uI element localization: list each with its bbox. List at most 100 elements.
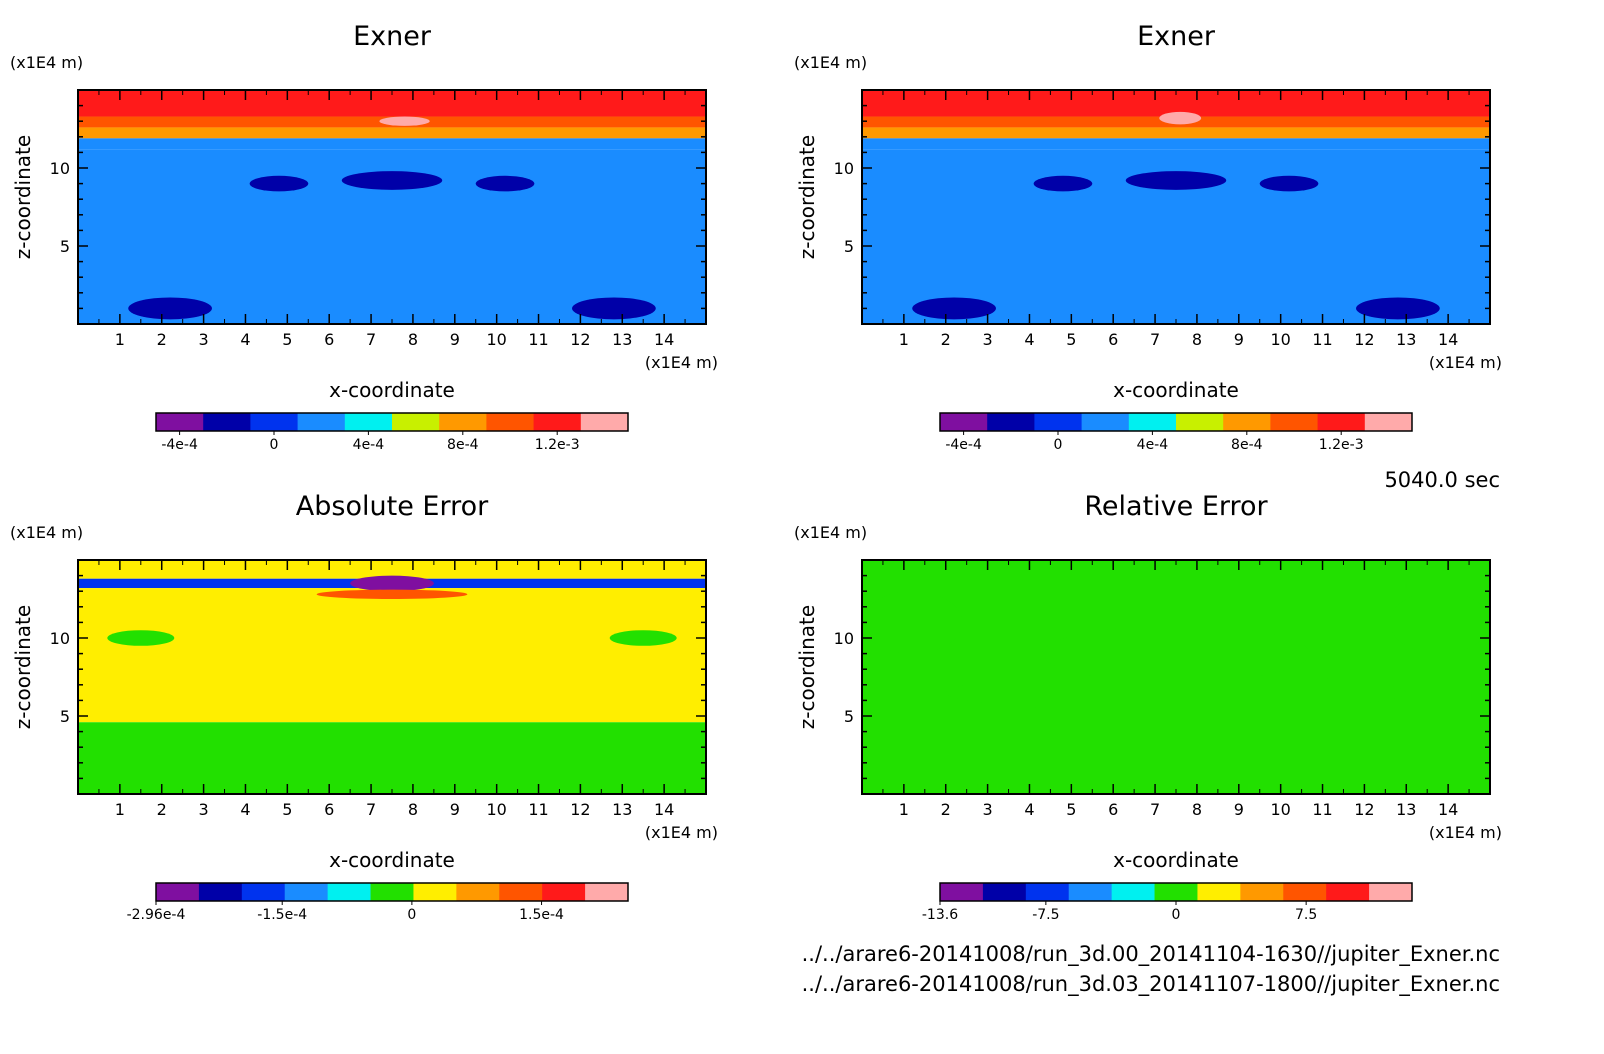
colorbar-swatch <box>1176 413 1224 431</box>
colorbar-tick-label: 4e-4 <box>353 437 385 453</box>
x-tick-label: 1 <box>115 330 125 349</box>
field-blob <box>862 561 1490 584</box>
x-tick-label: 11 <box>1312 330 1332 349</box>
colorbar-swatch <box>1240 883 1284 901</box>
colorbar-swatch <box>1128 413 1177 431</box>
field <box>78 90 706 324</box>
colorbar-swatch <box>940 883 984 901</box>
colorbar-tick-label: 0 <box>270 437 279 453</box>
x-tick-label: 3 <box>983 800 993 819</box>
x-tick-label: 13 <box>1396 800 1416 819</box>
colorbar-swatch <box>370 883 414 901</box>
x-tick-label: 14 <box>1438 800 1458 819</box>
field-blob <box>572 297 656 320</box>
y-tick-label: 10 <box>834 629 854 648</box>
x-tick-label: 1 <box>899 330 909 349</box>
colorbar-swatch <box>1034 413 1083 431</box>
colorbar-swatch <box>1197 883 1241 901</box>
panel-title: Absolute Error <box>296 491 489 522</box>
colorbar-swatch <box>203 413 251 431</box>
field-band <box>862 127 1490 139</box>
colorbar-swatch <box>1283 883 1327 901</box>
field-blob <box>1389 591 1490 654</box>
colorbar-swatch <box>1223 413 1271 431</box>
x-tick-label: 5 <box>282 330 292 349</box>
x-tick-label: 13 <box>612 330 632 349</box>
x-tick-label: 8 <box>1192 330 1202 349</box>
x-tick-label: 3 <box>199 800 209 819</box>
x-tick-label: 5 <box>1066 800 1076 819</box>
y-tick-label: 5 <box>844 707 854 726</box>
colorbar-tick-label: -4e-4 <box>945 437 982 453</box>
colorbar-swatch <box>1154 883 1198 901</box>
y-axis-label: z-coordinate <box>795 135 819 259</box>
x-tick-label: 11 <box>1312 800 1332 819</box>
x-tick-label: 1 <box>115 800 125 819</box>
x-tick-label: 7 <box>1150 330 1160 349</box>
x-tick-label: 8 <box>408 330 418 349</box>
x-tick-label: 7 <box>1150 800 1160 819</box>
colorbar-tick-label: 8e-4 <box>447 437 479 453</box>
x-tick-label: 13 <box>1396 330 1416 349</box>
colorbar-tick-label: -7.5 <box>1032 907 1059 923</box>
x-tick-label: 9 <box>1234 800 1244 819</box>
field-blob <box>107 630 175 646</box>
x-unit-label: (x1E4 m) <box>1429 823 1502 842</box>
x-tick-label: 4 <box>240 330 250 349</box>
field-band <box>78 138 706 150</box>
y-tick-label: 10 <box>834 159 854 178</box>
x-tick-label: 6 <box>1108 800 1118 819</box>
colorbar-swatch <box>1081 413 1130 431</box>
x-tick-label: 2 <box>941 330 951 349</box>
colorbar-swatch <box>1326 883 1370 901</box>
y-unit-label: (x1E4 m) <box>794 53 867 72</box>
field <box>78 560 706 794</box>
x-tick-label: 2 <box>157 800 167 819</box>
x-tick-label: 9 <box>1234 330 1244 349</box>
colorbar-swatch <box>542 883 586 901</box>
x-tick-label: 1 <box>899 800 909 819</box>
x-tick-label: 7 <box>366 800 376 819</box>
colorbar-tick-label: 8e-4 <box>1231 437 1263 453</box>
colorbar-swatch <box>156 413 204 431</box>
y-axis-label: z-coordinate <box>11 605 35 729</box>
colorbar-tick-label: 1.5e-4 <box>519 907 564 923</box>
x-tick-label: 10 <box>1270 800 1290 819</box>
x-tick-label: 12 <box>1354 800 1374 819</box>
panel-title: Exner <box>1137 21 1216 52</box>
x-tick-label: 2 <box>157 330 167 349</box>
field-blob <box>945 673 1407 712</box>
x-tick-label: 6 <box>1108 330 1118 349</box>
field-blob <box>609 630 677 646</box>
colorbar-tick-label: 1.2e-3 <box>1319 437 1364 453</box>
y-axis-label: z-coordinate <box>795 605 819 729</box>
colorbar-tick-label: -13.6 <box>922 907 958 923</box>
y-unit-label: (x1E4 m) <box>794 523 867 542</box>
x-tick-label: 8 <box>1192 800 1202 819</box>
x-tick-label: 11 <box>528 330 548 349</box>
field-blob <box>341 171 443 190</box>
x-tick-label: 12 <box>570 800 590 819</box>
field-blob <box>1259 175 1319 192</box>
colorbar-frame <box>155 412 629 432</box>
colorbar-tick-label: 4e-4 <box>1137 437 1169 453</box>
colorbar-swatch <box>327 883 372 901</box>
x-tick-label: 3 <box>199 330 209 349</box>
field-blob <box>1159 111 1202 125</box>
y-unit-label: (x1E4 m) <box>10 523 83 542</box>
x-tick-label: 4 <box>1024 330 1034 349</box>
x-tick-label: 14 <box>654 800 674 819</box>
colorbar-swatch <box>344 413 393 431</box>
x-tick-label: 12 <box>570 330 590 349</box>
colorbar-tick-label: -2.96e-4 <box>127 907 186 923</box>
field-blob <box>128 297 212 320</box>
x-tick-label: 10 <box>486 800 506 819</box>
colorbar-swatch <box>241 883 286 901</box>
colorbar-swatch <box>1364 413 1413 431</box>
x-tick-label: 9 <box>450 330 460 349</box>
field-blob <box>379 116 430 126</box>
field-blob <box>1125 171 1227 190</box>
field-blob <box>1356 297 1440 320</box>
colorbar-swatch <box>456 883 500 901</box>
